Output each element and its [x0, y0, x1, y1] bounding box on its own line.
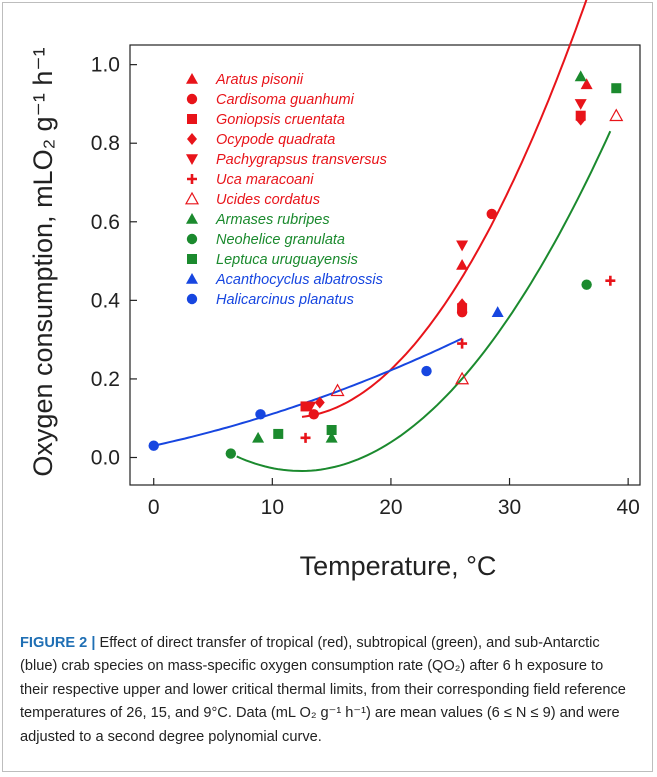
legend-label: Halicarcinus planatus	[216, 292, 354, 308]
data-point	[455, 371, 470, 385]
y-tick-label: 1.0	[91, 54, 120, 77]
fit-curve-1	[236, 130, 612, 473]
data-point	[225, 448, 237, 459]
legend-label: Acanthocyclus albatrossis	[215, 272, 383, 288]
data-point	[611, 83, 622, 94]
caption-label: FIGURE 2 |	[20, 635, 96, 651]
legend-label: Ocypode quadrata	[216, 132, 335, 148]
x-tick-label: 0	[148, 496, 160, 519]
data-point	[486, 208, 497, 220]
x-tick-label: 40	[616, 496, 639, 519]
data-point	[609, 108, 624, 122]
plot-border	[129, 44, 641, 486]
y-tick-label: 0.8	[91, 132, 120, 155]
fit-curve-0	[301, 0, 588, 418]
legend-marker	[186, 293, 198, 305]
legend-marker	[186, 273, 198, 284]
legend-label: Pachygrapsus transversus	[216, 152, 387, 168]
data-point	[574, 70, 587, 82]
data-point	[456, 240, 469, 252]
data-point	[457, 338, 468, 349]
legend-label: Ucides cordatus	[216, 192, 320, 208]
x-tick-label: 20	[379, 496, 402, 519]
data-point	[255, 409, 266, 420]
data-point	[574, 99, 587, 110]
data-point	[326, 425, 337, 435]
legend-label: Goniopsis cruentata	[216, 112, 345, 128]
data-point	[580, 78, 593, 90]
data-point	[252, 431, 265, 443]
legend-marker	[186, 93, 198, 105]
figure-caption: FIGURE 2 | Effect of direct transfer of …	[20, 632, 632, 749]
legend-marker	[187, 133, 197, 145]
legend-marker	[186, 73, 198, 84]
legend-marker	[186, 233, 198, 245]
legend-marker	[187, 254, 197, 264]
data-point	[330, 383, 345, 397]
legend-marker	[186, 154, 198, 165]
legend-marker	[186, 213, 198, 224]
data-point	[581, 279, 592, 290]
y-tick-label: 0.6	[91, 211, 120, 234]
data-point	[575, 113, 586, 126]
legend: Aratus pisonii Cardisoma guanhumi Goniopsi…	[184, 72, 387, 308]
data-points	[148, 70, 624, 459]
x-tick-label: 30	[498, 496, 521, 519]
legend-label: Neohelice granulata	[216, 232, 345, 248]
x-axis-title: Temperature, °C	[300, 551, 497, 581]
legend-marker	[187, 174, 197, 184]
data-point	[304, 401, 317, 413]
legend-label: Uca maracoani	[216, 172, 314, 188]
fit-curve-2	[153, 337, 463, 447]
legend-label: Cardisoma guanhumi	[216, 92, 355, 108]
chart-axes: 0 10 20 30 40 0.0 0.2 0.4 0.6 0.8 1.0	[91, 44, 641, 519]
data-point	[148, 440, 159, 451]
oxygen-consumption-chart: 0 10 20 30 40 0.0 0.2 0.4 0.6 0.8 1.0 Aratus pison…	[28, 0, 641, 581]
data-point	[300, 401, 311, 412]
legend-label: Aratus pisonii	[215, 72, 304, 88]
caption-text: Effect of direct transfer of tropical (r…	[20, 635, 626, 745]
data-point	[273, 428, 284, 439]
data-point	[605, 275, 616, 286]
data-point	[300, 432, 311, 443]
data-point	[325, 431, 338, 443]
legend-label: Leptuca uruguayensis	[216, 252, 358, 268]
legend-marker	[187, 114, 197, 124]
data-point	[421, 365, 432, 377]
data-point	[314, 396, 325, 409]
data-point	[456, 259, 469, 270]
legend-marker	[184, 191, 200, 205]
data-point	[457, 298, 468, 311]
legend-label: Armases rubripes	[215, 212, 330, 228]
data-point	[308, 409, 320, 420]
y-tick-label: 0.2	[91, 368, 120, 391]
y-tick-label: 0.0	[91, 447, 120, 470]
x-tick-label: 10	[261, 496, 284, 519]
y-tick-label: 0.4	[91, 289, 121, 312]
data-point	[491, 306, 504, 317]
y-axis-title: Oxygen consumption, mLO₂ g⁻¹ h⁻¹	[28, 47, 58, 476]
